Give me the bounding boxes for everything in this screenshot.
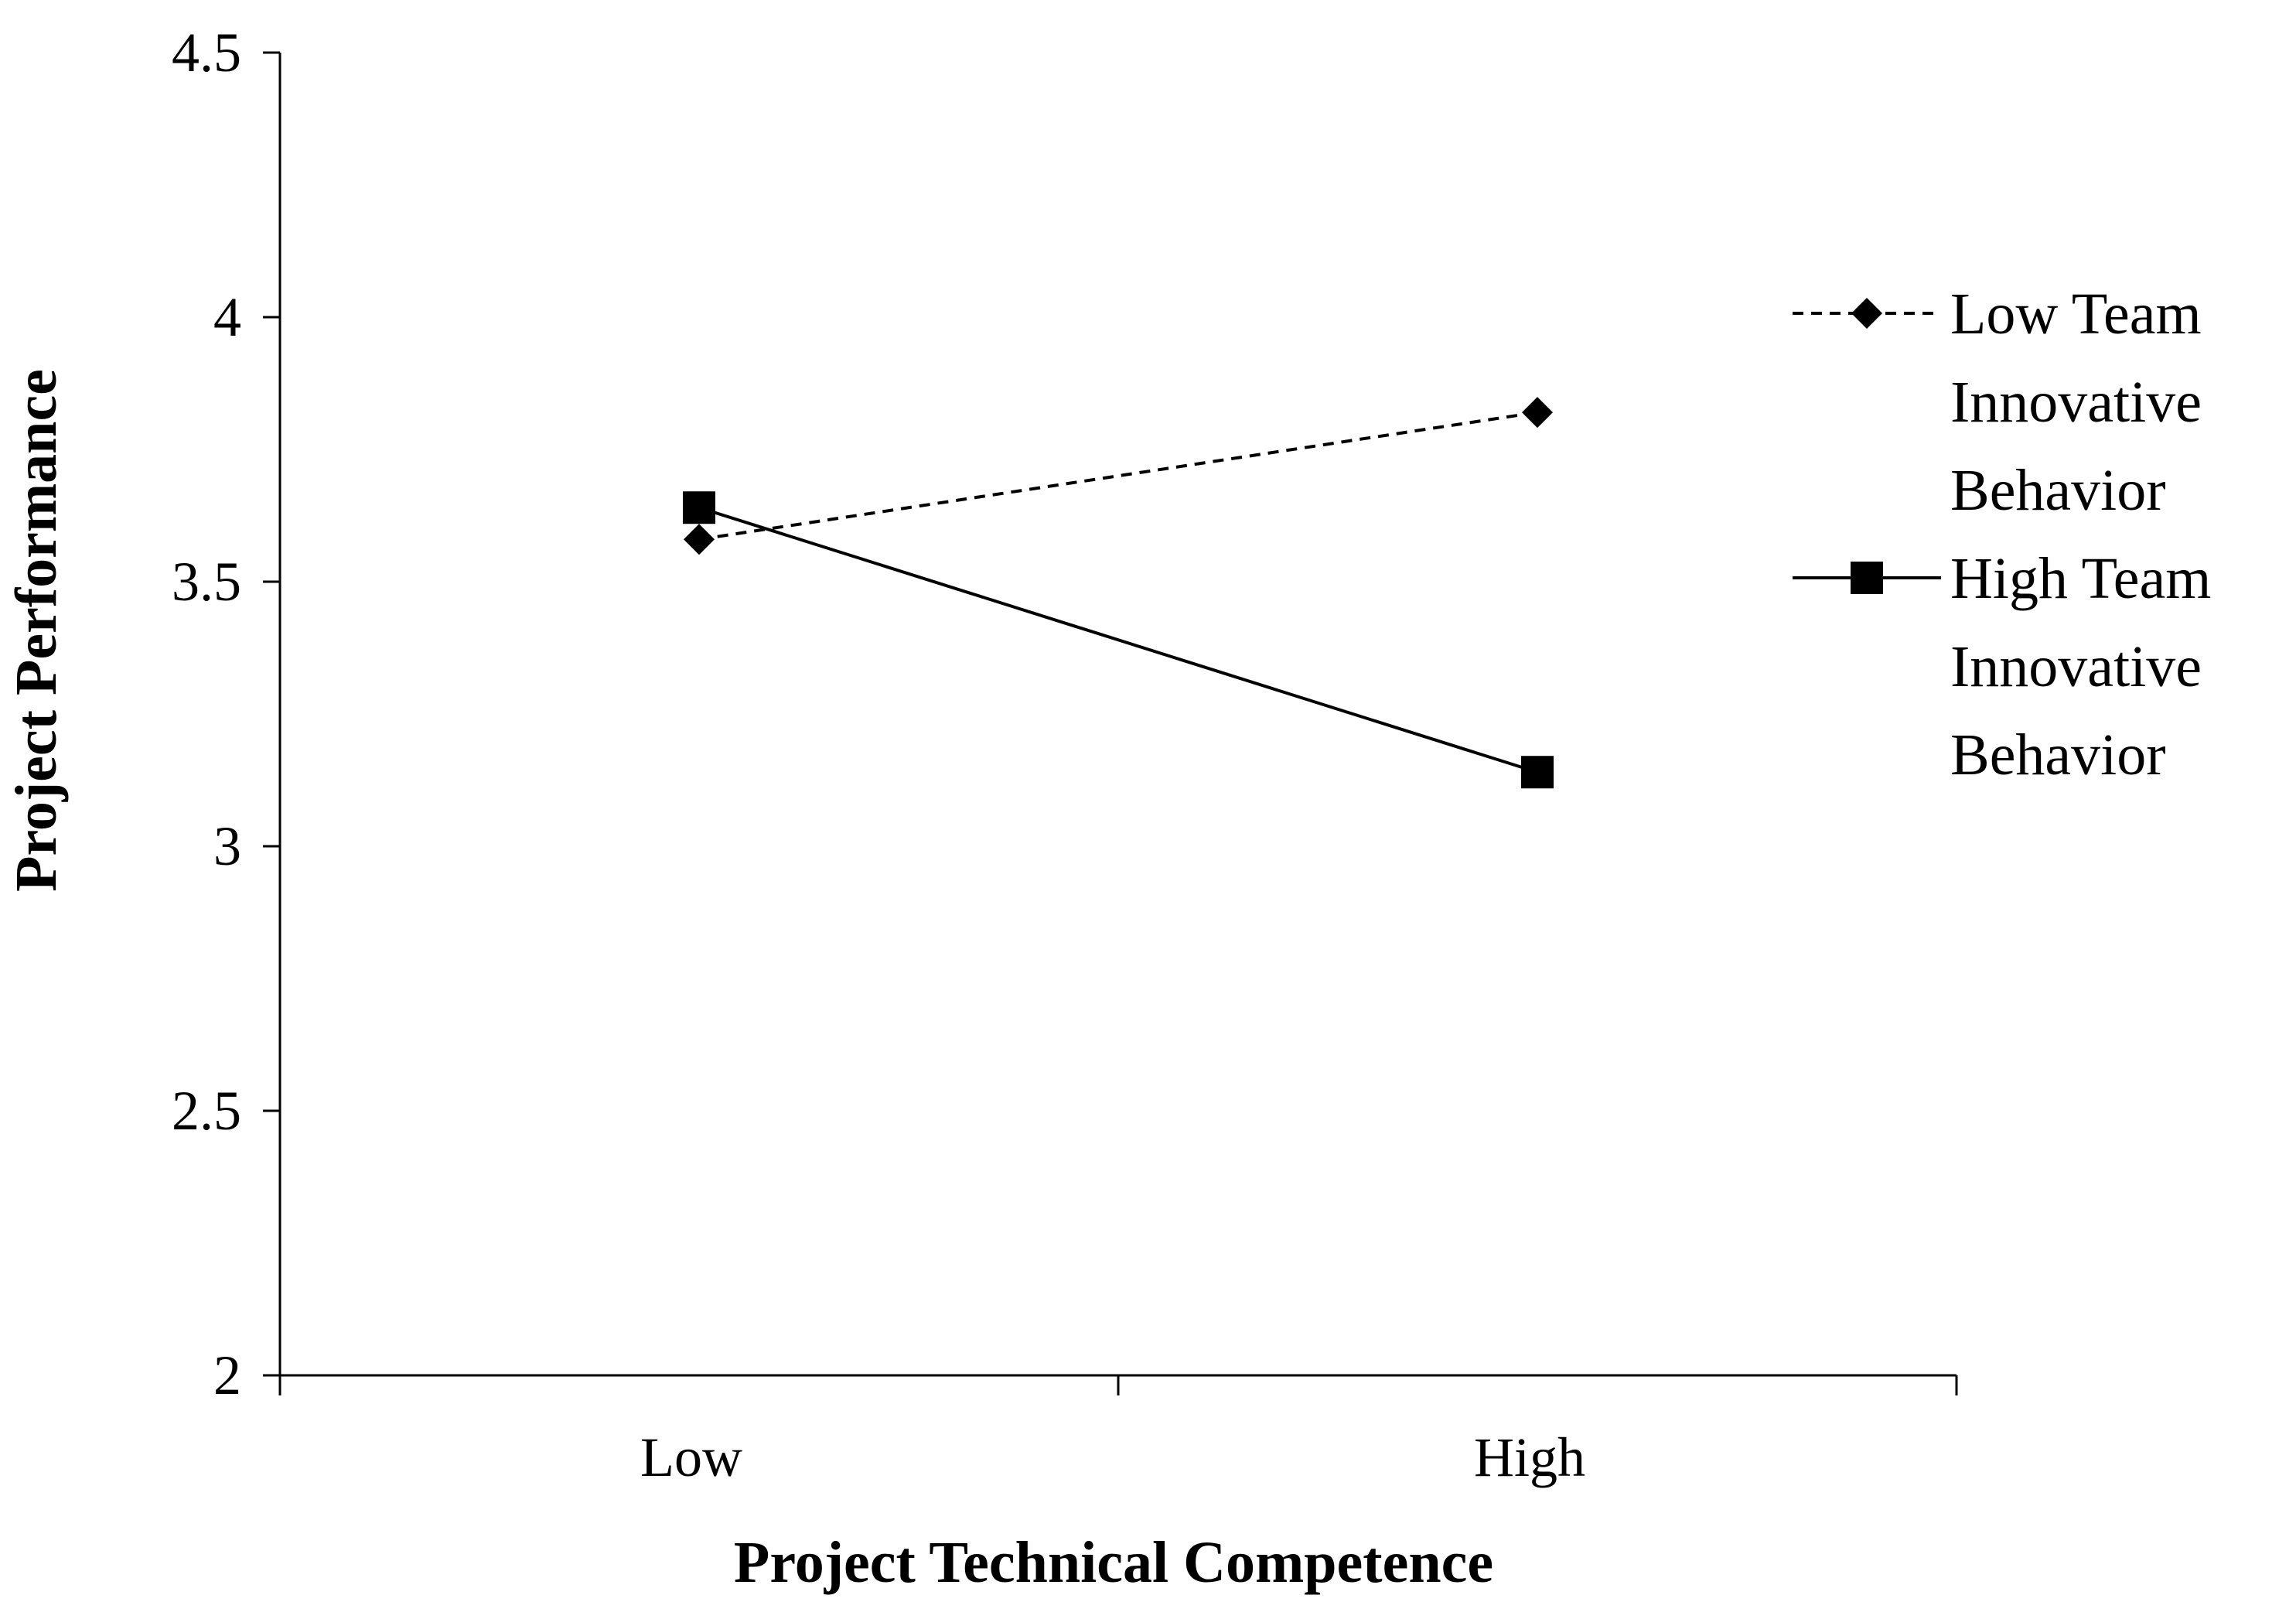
y-axis-ticks: 2 2.5 3 3.5 4 4.5 — [172, 22, 280, 1406]
legend-label: Innovative — [1950, 634, 2202, 699]
legend-label: Low Team — [1950, 282, 2202, 347]
legend-label: High Team — [1950, 546, 2211, 611]
data-point-square — [1521, 756, 1554, 789]
legend-label: Behavior — [1950, 722, 2166, 787]
y-tick-label: 2.5 — [172, 1080, 241, 1142]
y-axis-title: Project Performance — [4, 369, 69, 892]
series-2 — [683, 491, 1554, 789]
y-tick-label: 4.5 — [172, 22, 241, 84]
y-tick-label: 4 — [213, 286, 241, 348]
x-axis-title: Project Technical Competence — [734, 1530, 1493, 1595]
y-tick-label: 3 — [213, 815, 241, 877]
legend: Low Team Innovative Behavior High Team Innov… — [1793, 282, 2211, 787]
data-point-square — [683, 491, 715, 524]
legend-marker — [1851, 298, 1882, 329]
data-point-diamond — [1522, 397, 1553, 429]
series-line — [698, 506, 1538, 774]
y-tick-label: 3.5 — [172, 551, 241, 613]
legend-marker — [1851, 562, 1883, 594]
legend-item: High Team Innovative Behavior — [1793, 546, 2211, 787]
y-tick-label: 2 — [213, 1344, 241, 1406]
axes — [278, 53, 1957, 1377]
legend-item: Low Team Innovative Behavior — [1793, 282, 2202, 523]
x-axis-ticks: Low High — [278, 1375, 1958, 1488]
series-1 — [684, 397, 1553, 555]
x-tick-label: Low — [640, 1426, 742, 1488]
series-line — [698, 411, 1538, 541]
series-layer — [683, 397, 1554, 789]
data-point-diamond — [684, 524, 715, 555]
legend-label: Behavior — [1950, 458, 2166, 523]
x-tick-label: High — [1474, 1426, 1585, 1488]
legend-label: Innovative — [1950, 370, 2202, 435]
